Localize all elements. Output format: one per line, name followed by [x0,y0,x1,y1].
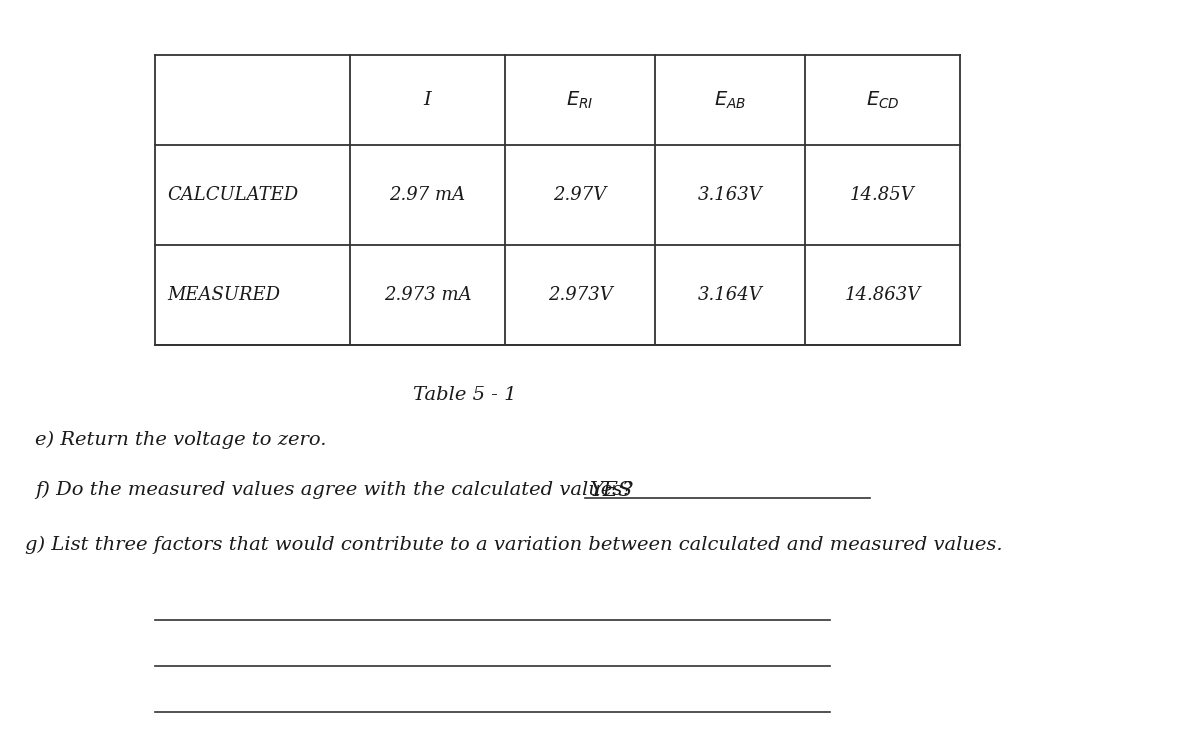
Text: g) List three factors that would contribute to a variation between calculated an: g) List three factors that would contrib… [25,536,1003,554]
Text: CALCULATED: CALCULATED [167,186,298,204]
Text: e) Return the voltage to zero.: e) Return the voltage to zero. [35,431,326,449]
Text: $E_{AB}$: $E_{AB}$ [714,89,746,111]
Text: 2.973 mA: 2.973 mA [384,286,472,304]
Text: 3.163V: 3.163V [697,186,762,204]
Text: 3.164V: 3.164V [697,286,762,304]
Text: f) Do the measured values agree with the calculated values?: f) Do the measured values agree with the… [35,481,646,499]
Text: 2.973V: 2.973V [547,286,612,304]
Text: $E_{RI}$: $E_{RI}$ [566,89,594,111]
Text: 14.85V: 14.85V [850,186,914,204]
Text: YES: YES [590,480,634,500]
Text: Table 5 - 1: Table 5 - 1 [413,386,517,404]
Text: $E_{CD}$: $E_{CD}$ [865,89,899,111]
Text: 2.97 mA: 2.97 mA [390,186,466,204]
Text: 14.863V: 14.863V [845,286,920,304]
Text: 2.97V: 2.97V [553,186,607,204]
Text: MEASURED: MEASURED [167,286,280,304]
Text: I: I [424,91,431,109]
